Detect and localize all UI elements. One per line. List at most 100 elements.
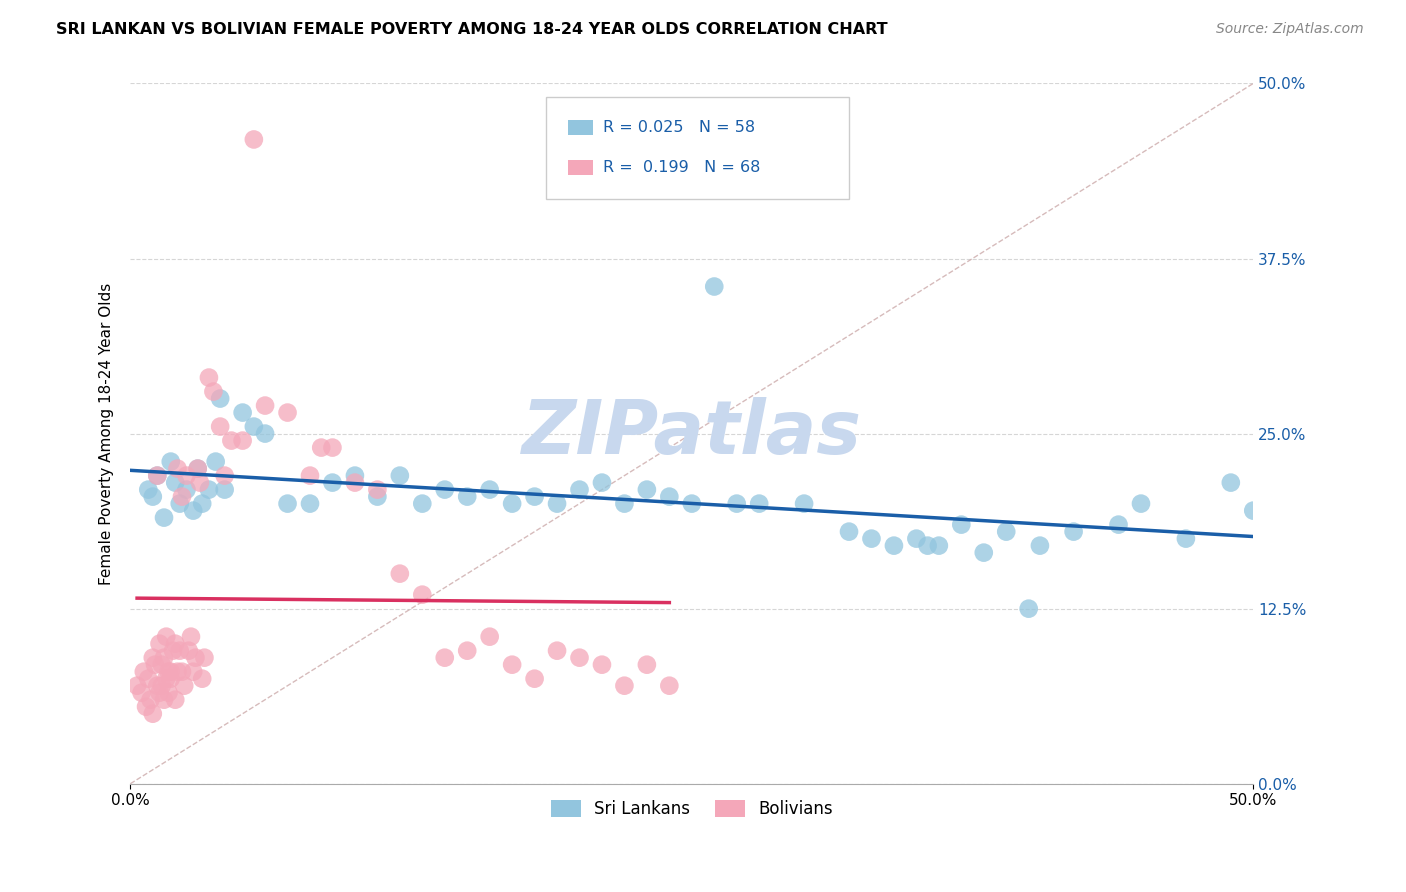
Point [366, 483, 388, 497]
Point [568, 483, 591, 497]
Point [148, 637, 170, 651]
Point [155, 630, 177, 644]
Point [204, 454, 226, 468]
Text: R =  0.199   N = 68: R = 0.199 N = 68 [603, 160, 761, 175]
Point [165, 637, 187, 651]
Point [478, 483, 501, 497]
Point [162, 643, 184, 657]
Point [188, 475, 211, 490]
Point [1029, 539, 1052, 553]
FancyBboxPatch shape [546, 97, 849, 199]
Point [243, 419, 266, 434]
Point [139, 692, 162, 706]
Point [636, 483, 658, 497]
Point [1130, 497, 1153, 511]
Point [150, 679, 173, 693]
Point [636, 657, 658, 672]
Point [343, 468, 366, 483]
Point [917, 539, 939, 553]
Point [658, 679, 681, 693]
Point [456, 490, 478, 504]
Point [214, 483, 236, 497]
Point [169, 497, 191, 511]
Point [254, 426, 277, 441]
Point [177, 643, 200, 657]
Point [973, 546, 995, 560]
FancyBboxPatch shape [568, 120, 593, 136]
Point [214, 468, 236, 483]
Point [388, 468, 411, 483]
Point [860, 532, 883, 546]
Point [905, 532, 928, 546]
Point [523, 672, 546, 686]
Point [170, 490, 193, 504]
Point [136, 483, 159, 497]
Point [456, 643, 478, 657]
Point [928, 539, 950, 553]
Point [243, 132, 266, 146]
Point [838, 524, 860, 539]
Point [433, 650, 456, 665]
Point [298, 468, 321, 483]
Point [591, 657, 613, 672]
Point [1063, 524, 1085, 539]
Point [146, 679, 169, 693]
Point [613, 497, 636, 511]
Point [433, 483, 456, 497]
Point [155, 672, 177, 686]
Point [142, 706, 165, 721]
Point [793, 497, 815, 511]
Point [501, 657, 523, 672]
Point [173, 679, 195, 693]
Point [193, 650, 215, 665]
Point [546, 497, 568, 511]
Point [209, 419, 232, 434]
Point [191, 497, 214, 511]
Point [191, 672, 214, 686]
Text: R = 0.025   N = 58: R = 0.025 N = 58 [603, 120, 755, 135]
Point [198, 483, 221, 497]
Point [277, 497, 299, 511]
Point [221, 434, 243, 448]
Point [411, 588, 433, 602]
Point [1174, 532, 1197, 546]
Point [170, 665, 193, 679]
Point [277, 406, 299, 420]
Point [388, 566, 411, 581]
Point [681, 497, 703, 511]
Point [1219, 475, 1241, 490]
Point [165, 475, 187, 490]
Point [146, 468, 169, 483]
Point [180, 630, 202, 644]
Point [153, 650, 176, 665]
Point [343, 475, 366, 490]
Point [501, 497, 523, 511]
Point [202, 384, 225, 399]
Point [950, 517, 973, 532]
Text: Source: ZipAtlas.com: Source: ZipAtlas.com [1216, 22, 1364, 37]
Point [135, 699, 157, 714]
Point [142, 650, 165, 665]
Point [411, 497, 433, 511]
Point [198, 370, 221, 384]
Point [150, 657, 173, 672]
Point [658, 490, 681, 504]
Point [136, 672, 159, 686]
Point [176, 468, 198, 483]
Point [176, 483, 198, 497]
Point [232, 434, 254, 448]
Point [142, 490, 165, 504]
Point [232, 406, 254, 420]
Point [309, 441, 332, 455]
Point [166, 665, 188, 679]
Point [321, 441, 343, 455]
Point [148, 686, 170, 700]
Point [181, 503, 204, 517]
Point [209, 392, 232, 406]
FancyBboxPatch shape [568, 160, 593, 175]
Point [146, 468, 169, 483]
Point [187, 461, 209, 475]
Point [568, 650, 591, 665]
Point [159, 454, 181, 468]
Point [184, 650, 207, 665]
